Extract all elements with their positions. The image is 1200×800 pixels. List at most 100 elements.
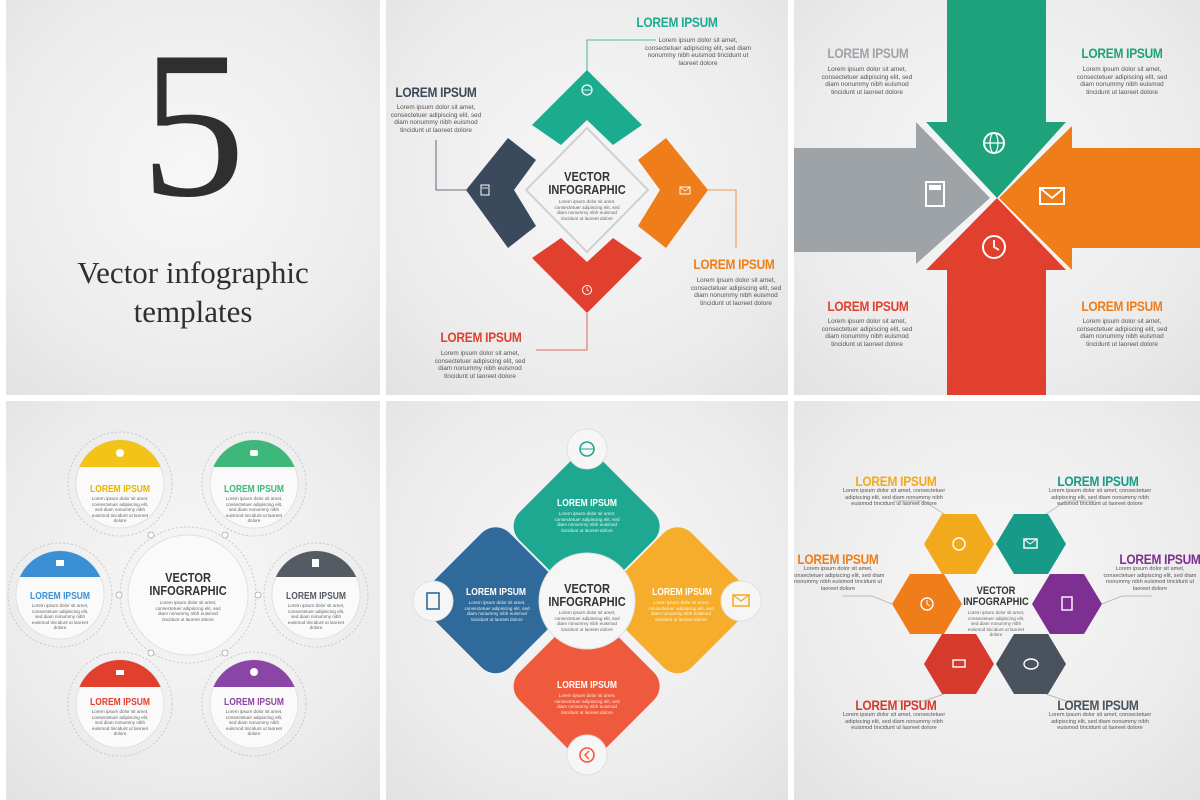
blue-tile <box>422 527 569 674</box>
navy-heading: LOREM IPSUM <box>395 84 477 100</box>
center-title-line-2: INFOGRAPHIC <box>548 182 626 197</box>
yellow-heading: LOREM IPSUM <box>855 473 937 489</box>
yellow-body: Lorem ipsum dolor sit amet, consectetuer… <box>91 496 149 523</box>
envelope-icon <box>1039 187 1065 205</box>
calculator-icon <box>480 184 490 196</box>
green-body: Lorem ipsum dolor sit amet, consectetuer… <box>1076 66 1168 96</box>
orange-heading: LOREM IPSUM <box>797 551 879 567</box>
red-body: Lorem ipsum dolor sit amet, consectetuer… <box>434 350 526 380</box>
diamond-chevron-infographic: LOREM IPSUM Lorem ipsum dolor sit amet, … <box>386 0 788 395</box>
red-heading: LOREM IPSUM <box>90 697 150 708</box>
yellow-hexagon <box>924 514 994 574</box>
cover-title-line-1: Vector infographic <box>77 255 309 290</box>
chat-bubble-icon <box>1023 658 1039 670</box>
dark-gray-hexagon <box>996 634 1066 694</box>
blue-body: Lorem ipsum dolor sit amet, consectetuer… <box>31 603 89 630</box>
rounded-diamond-infographic: LOREM IPSUM Lorem ipsum dolor sit amet, … <box>386 401 788 800</box>
gray-heading: LOREM IPSUM <box>827 45 909 61</box>
center-title: VECTOR INFOGRAPHIC <box>545 582 630 608</box>
purple-body: Lorem ipsum dolor sit amet, consectetuer… <box>1103 566 1197 592</box>
gray-arrow <box>794 122 990 264</box>
green-heading: LOREM IPSUM <box>1081 45 1163 61</box>
center-diamond <box>524 126 650 254</box>
calculator-icon <box>1061 596 1073 611</box>
center-title-line-2: INFOGRAPHIC <box>548 594 626 609</box>
red-tile <box>513 613 660 760</box>
center-body: Lorem ipsum dolor sit amet, consectetuer… <box>155 600 221 622</box>
clock-icon <box>582 285 592 295</box>
yellow-card <box>75 439 165 529</box>
envelope-icon <box>732 594 750 607</box>
center-body: Lorem ipsum dolor sit amet, consectetuer… <box>554 610 620 632</box>
purple-heading: LOREM IPSUM <box>224 697 284 708</box>
teal-heading: LOREM IPSUM <box>1057 473 1139 489</box>
hexagon-infographic: LOREM IPSUM Lorem ipsum dolor sit amet, … <box>794 401 1200 800</box>
envelope-icon <box>56 560 64 566</box>
cart-icon <box>116 670 124 675</box>
yellow-tile <box>604 527 751 674</box>
orange-body: Lorem ipsum dolor sit amet, consectetuer… <box>1076 318 1168 348</box>
red-hexagon <box>924 634 994 694</box>
navy-body: Lorem ipsum dolor sit amet, consectetuer… <box>390 104 482 134</box>
globe-cursor-icon <box>579 441 595 457</box>
globe-icon <box>116 449 124 457</box>
center-circle <box>538 552 636 650</box>
teal-body: Lorem ipsum dolor sit amet, consectetuer… <box>644 37 752 67</box>
red-body: Lorem ipsum dolor sit amet, consectetuer… <box>821 318 913 348</box>
center-title-line-1: VECTOR <box>564 581 610 596</box>
center-circle <box>127 534 249 656</box>
yellow-body: Lorem ipsum dolor sit amet, consectetuer… <box>842 488 946 508</box>
globe-cursor-icon <box>581 84 593 96</box>
center-title-line-2: INFOGRAPHIC <box>149 583 227 598</box>
center-title: VECTOR INFOGRAPHIC <box>146 571 231 597</box>
circles-graphic <box>7 431 369 757</box>
calculator-icon <box>312 559 319 567</box>
rounded-diamond-graphic <box>412 428 762 776</box>
converging-arrows-infographic: LOREM IPSUM Lorem ipsum dolor sit amet, … <box>794 0 1200 395</box>
clock-icon <box>250 668 258 676</box>
green-arrow <box>926 0 1066 198</box>
diamond-chevron-graphic <box>435 39 737 351</box>
purple-body: Lorem ipsum dolor sit amet, consectetuer… <box>225 709 283 736</box>
dark-gray-body: Lorem ipsum dolor sit amet, consectetuer… <box>1048 712 1152 732</box>
teal-heading: LOREM IPSUM <box>557 498 617 509</box>
center-title-line-2: INFOGRAPHIC <box>963 596 1029 608</box>
blue-heading: LOREM IPSUM <box>466 587 526 598</box>
teal-tile <box>513 453 660 600</box>
globe-cursor-icon <box>983 132 1005 154</box>
chevron-left-icon <box>579 747 595 763</box>
purple-heading: LOREM IPSUM <box>1119 551 1200 567</box>
yellow-heading: LOREM IPSUM <box>652 587 712 598</box>
red-heading: LOREM IPSUM <box>440 329 522 345</box>
red-heading: LOREM IPSUM <box>827 298 909 314</box>
navy-chevron <box>466 138 536 248</box>
template-count: 5 <box>140 9 246 241</box>
teal-chevron <box>532 70 642 145</box>
teal-hexagon <box>996 514 1066 574</box>
envelope-icon <box>1023 538 1038 549</box>
blue-heading: LOREM IPSUM <box>30 591 90 602</box>
green-body: Lorem ipsum dolor sit amet, consectetuer… <box>225 496 283 523</box>
teal-body: Lorem ipsum dolor sit amet, consectetuer… <box>1048 488 1152 508</box>
envelope-icon <box>679 186 691 195</box>
orange-body: Lorem ipsum dolor sit amet, consectetuer… <box>690 277 782 307</box>
center-title: VECTOR INFOGRAPHIC <box>954 586 1039 608</box>
clock-icon <box>920 597 934 611</box>
center-title-line-1: VECTOR <box>564 169 610 184</box>
circle-cards-infographic: LOREM IPSUM Lorem ipsum dolor sit amet, … <box>6 401 380 800</box>
hexagon-graphic <box>842 500 1152 702</box>
red-body: Lorem ipsum dolor sit amet, consectetuer… <box>554 693 620 715</box>
cover-title-line-2: templates <box>133 294 253 329</box>
calculator-icon <box>426 592 440 610</box>
dark-gray-heading: LOREM IPSUM <box>1057 697 1139 713</box>
red-heading: LOREM IPSUM <box>557 680 617 691</box>
teal-heading: LOREM IPSUM <box>636 14 718 30</box>
center-body: Lorem ipsum dolor sit amet, consectetuer… <box>967 610 1025 637</box>
orange-arrow <box>999 126 1200 270</box>
red-chevron <box>532 238 642 313</box>
center-title-line-1: VECTOR <box>976 585 1016 597</box>
blue-body: Lorem ipsum dolor sit amet, consectetuer… <box>464 600 530 622</box>
dark-gray-heading: LOREM IPSUM <box>286 591 346 602</box>
orange-chevron <box>638 138 708 248</box>
red-body: Lorem ipsum dolor sit amet, consectetuer… <box>91 709 149 736</box>
